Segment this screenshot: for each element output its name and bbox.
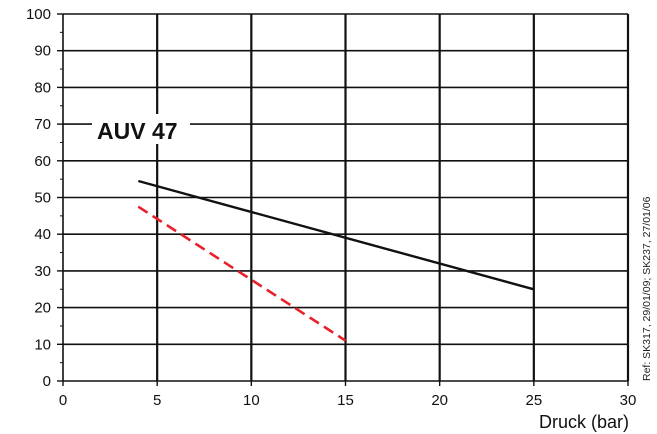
x-tick-label: 0 (59, 392, 67, 409)
y-tick-label: 100 (26, 6, 51, 23)
series-label: AUV 47 (97, 118, 178, 144)
x-tick-label: 25 (525, 392, 542, 409)
y-tick-label: 20 (34, 300, 51, 317)
x-tick-label: 20 (431, 392, 448, 409)
y-tick-label: 50 (34, 190, 51, 207)
y-tick-label: 60 (34, 153, 51, 170)
x-tick-label: 5 (153, 392, 161, 409)
y-tick-label: 40 (34, 226, 51, 243)
y-tick-label: 90 (34, 43, 51, 60)
reference-note: Ref: SK317, 29/01/09; SK237, 27/01/06 (641, 196, 653, 381)
y-tick-label: 10 (34, 336, 51, 353)
y-tick-label: 70 (34, 116, 51, 133)
x-tick-label: 15 (337, 392, 354, 409)
y-tick-label: 0 (43, 373, 51, 390)
x-axis-label: Druck (bar) (539, 412, 629, 432)
y-tick-label: 30 (34, 263, 51, 280)
y-tick-label: 80 (34, 79, 51, 96)
x-tick-label: 30 (620, 392, 637, 409)
x-tick-label: 10 (243, 392, 260, 409)
